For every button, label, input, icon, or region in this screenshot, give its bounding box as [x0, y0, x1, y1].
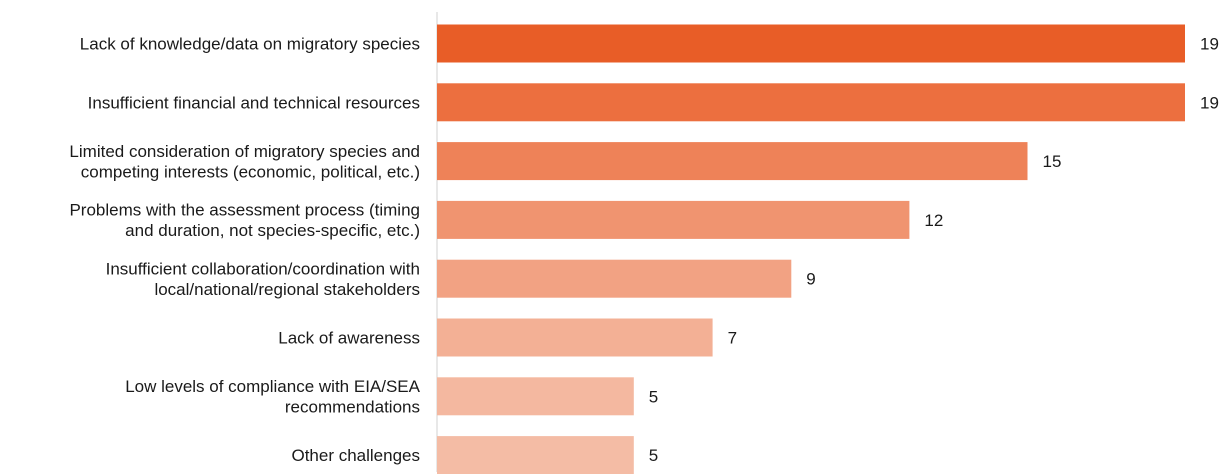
category-label-0-line-0: Lack of knowledge/data on migratory spec…: [80, 35, 420, 54]
bar-7: [437, 436, 634, 474]
category-label-3-line-1: and duration, not species-specific, etc.…: [125, 221, 420, 240]
bar-0: [437, 24, 1185, 63]
bar-5: [437, 318, 713, 357]
value-label-3: 12: [924, 211, 943, 230]
value-label-5: 7: [728, 329, 737, 348]
category-label-2-line-0: Limited consideration of migratory speci…: [69, 142, 420, 161]
value-label-7: 5: [649, 446, 658, 465]
bars-group: [437, 24, 1185, 474]
bar-6: [437, 377, 634, 416]
category-label-4-line-1: local/national/regional stakeholders: [154, 280, 420, 299]
value-labels-group: 19 19 15 12 9 7 5 5: [649, 35, 1219, 466]
category-label-1: Insufficient financial and technical res…: [88, 93, 420, 112]
category-label-5: Lack of awareness: [278, 329, 420, 348]
category-label-6: Low levels of compliance with EIA/SEA rec…: [125, 377, 420, 417]
value-label-6: 5: [649, 387, 658, 406]
category-label-3: Problems with the assessment process (ti…: [69, 201, 420, 241]
value-label-1: 19: [1200, 93, 1219, 112]
value-label-2: 15: [1043, 152, 1062, 171]
category-label-6-line-0: Low levels of compliance with EIA/SEA: [125, 377, 420, 396]
bar-4: [437, 259, 792, 298]
category-label-5-line-0: Lack of awareness: [278, 329, 420, 348]
category-label-2: Limited consideration of migratory speci…: [69, 142, 420, 182]
category-label-2-line-1: competing interests (economic, political…: [81, 162, 420, 181]
category-label-3-line-0: Problems with the assessment process (ti…: [69, 201, 420, 220]
bar-2: [437, 142, 1028, 181]
bar-1: [437, 83, 1185, 122]
category-label-7-line-0: Other challenges: [291, 446, 420, 465]
category-labels-group: Lack of knowledge/data on migratory spec…: [69, 35, 420, 466]
bar-3: [437, 200, 910, 239]
category-label-7: Other challenges: [291, 446, 420, 465]
value-label-4: 9: [806, 270, 815, 289]
category-label-6-line-1: recommendations: [285, 398, 420, 417]
category-label-1-line-0: Insufficient financial and technical res…: [88, 93, 420, 112]
category-label-0: Lack of knowledge/data on migratory spec…: [80, 35, 420, 54]
category-label-4-line-0: Insufficient collaboration/coordination …: [106, 259, 420, 278]
value-label-0: 19: [1200, 35, 1219, 54]
category-label-4: Insufficient collaboration/coordination …: [106, 259, 420, 299]
